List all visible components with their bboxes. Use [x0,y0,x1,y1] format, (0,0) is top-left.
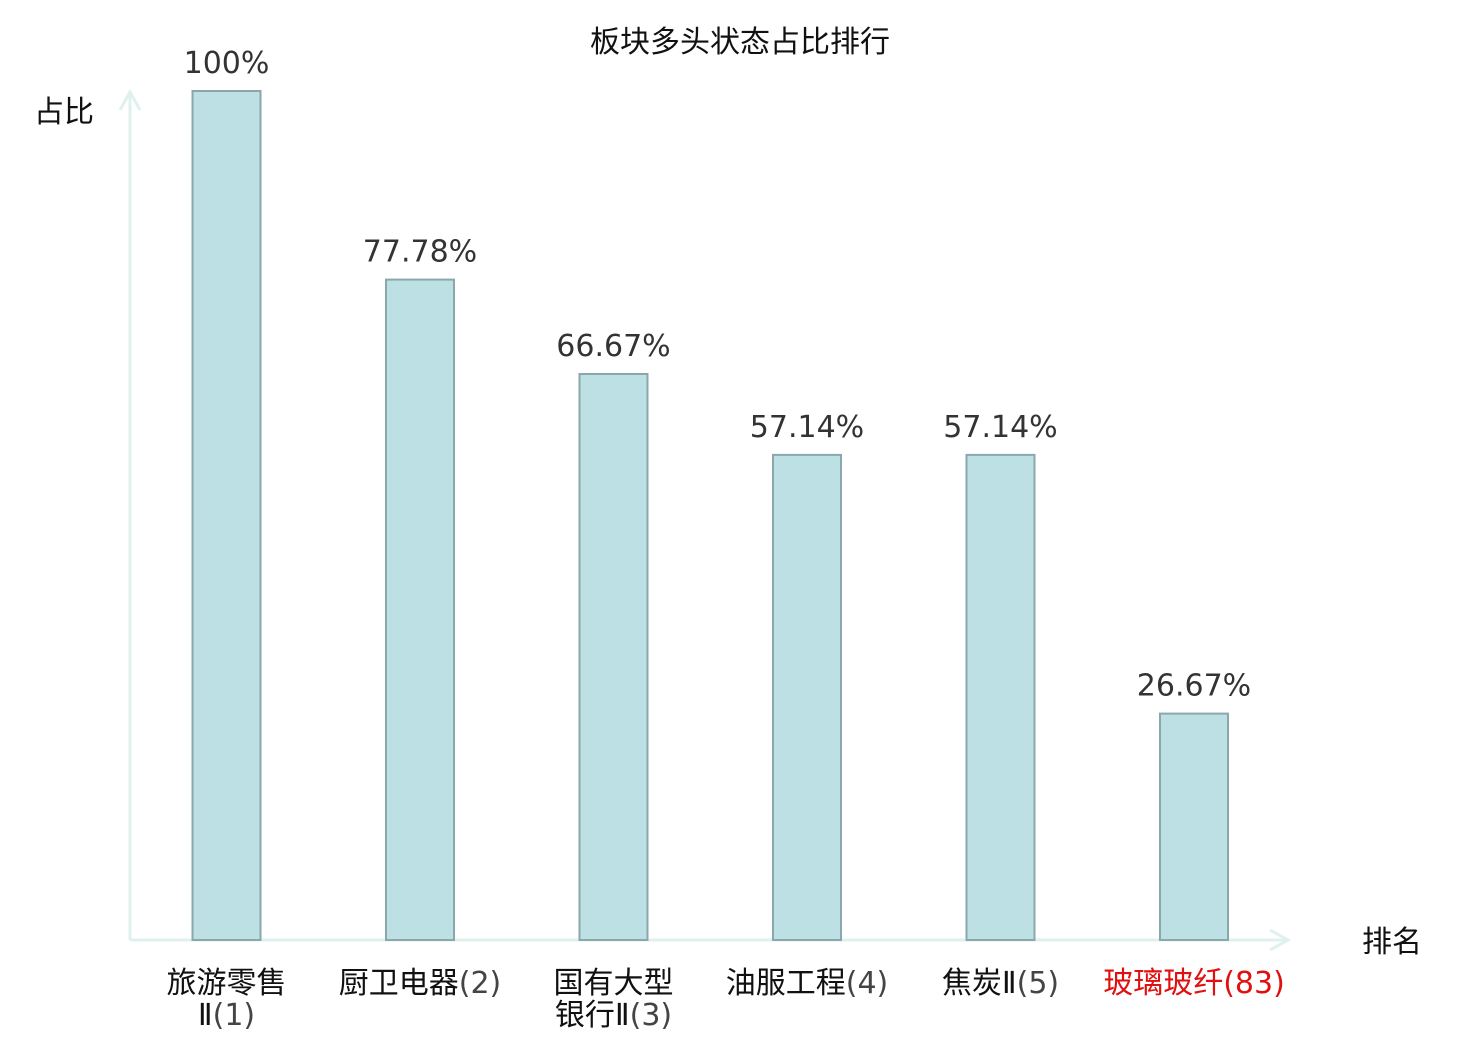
category-label-line: 国有大型 [554,966,674,1001]
category-rank: (83) [1223,966,1285,1001]
bar-value-label-5: 57.14% [943,410,1057,445]
category-label-4: 油服工程(4) [726,966,889,1001]
data-labels: 100% 77.78% 66.67% 57.14% 57.14% 26.67% [184,46,1252,704]
bar-value-label-3: 66.67% [556,329,670,364]
bar-1 [191,90,262,941]
category-label-1: 旅游零售 Ⅱ(1) [167,966,287,1033]
bar-6 [1159,712,1229,941]
category-rank: (2) [459,966,502,1001]
category-label-line: 油服工程 [726,966,846,1001]
category-label-3: 国有大型银行Ⅱ(3) [554,966,674,1033]
category-axis-labels: 旅游零售 Ⅱ(1) 厨卫电器(2) 国有大型银行Ⅱ(3) 油服工程(4) 焦炭Ⅱ(5) 玻璃… [167,966,1285,1033]
bar-value-label-2: 77.78% [363,235,477,270]
y-axis-label: 占比 [34,95,94,130]
bar-2 [385,278,455,942]
bar-value-label-1: 100% [184,46,270,81]
bar-value-label-6: 26.67% [1137,669,1251,704]
category-rank: (3) [630,998,673,1033]
bar-3 [578,373,649,941]
bar-4 [772,453,842,941]
category-label-2: 厨卫电器(2) [339,966,502,1001]
chart-title: 板块多头状态占比排行 [590,25,890,60]
category-label-line: 焦炭Ⅱ [942,966,1017,1001]
category-rank: (5) [1017,966,1060,1001]
category-rank: (4) [846,966,889,1001]
category-label-line: 银行Ⅱ [555,998,630,1033]
category-label-line: 厨卫电器 [339,966,459,1001]
bar-5 [965,453,1036,941]
x-axis-label: 排名 [1362,925,1422,960]
category-label-line: 旅游零售 [167,966,287,1001]
category-label-6: 玻璃玻纤(83) [1103,966,1285,1001]
category-rank: (1) [213,998,256,1033]
category-label-5: 焦炭Ⅱ(5) [942,966,1059,1001]
category-label-line: Ⅱ [198,998,213,1033]
bar-value-label-4: 57.14% [750,410,864,445]
bar-series [191,90,1229,942]
category-label-line: 玻璃玻纤 [1103,966,1223,1001]
